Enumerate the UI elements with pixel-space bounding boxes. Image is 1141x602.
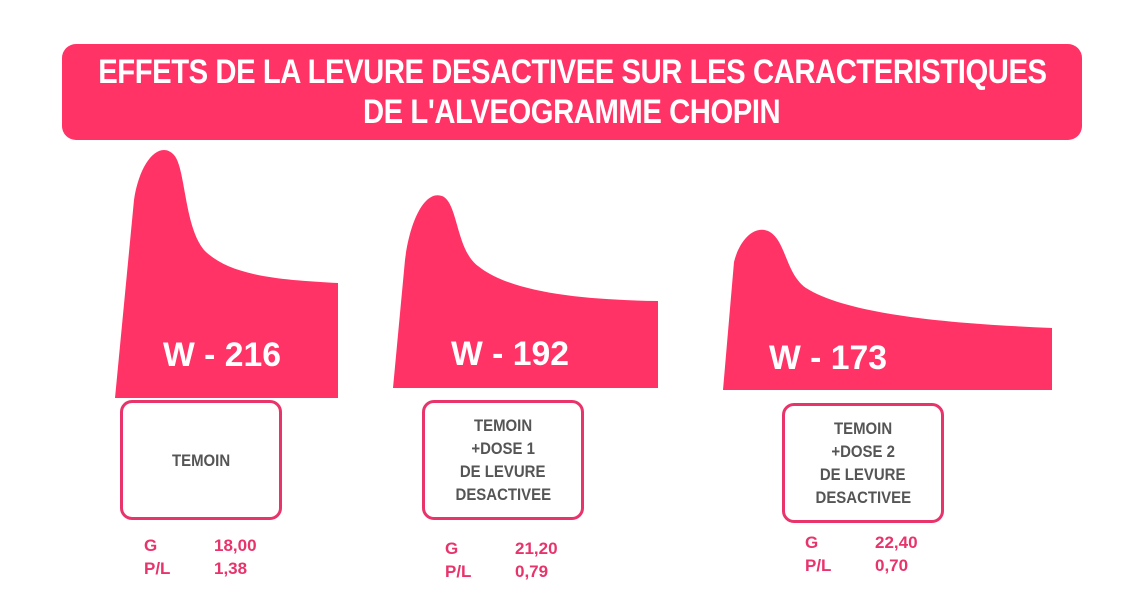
title-line-2: DE L'ALVEOGRAMME CHOPIN <box>363 93 781 131</box>
w-label-2: W - 192 <box>451 335 569 373</box>
stat-row-pl: P/L 0,70 <box>805 554 918 577</box>
stat-row-g: G 22,40 <box>805 531 918 554</box>
stat-key: G <box>805 533 819 552</box>
stats-1: G 18,00 P/L 1,38 <box>144 534 257 580</box>
title-line-1: EFFETS DE LA LEVURE DESACTIVEE SUR LES C… <box>97 53 1047 91</box>
title-banner: EFFETS DE LA LEVURE DESACTIVEE SUR LES C… <box>62 44 1082 140</box>
alveogram-curve-3: W - 173 <box>723 229 1052 390</box>
stat-value: 18,00 <box>214 536 257 555</box>
stat-row-g: G 21,20 <box>445 537 558 560</box>
sample-box-3: TEMOIN +DOSE 2 DE LEVURE DESACTIVEE <box>782 403 944 523</box>
stat-row-pl: P/L 1,38 <box>144 557 257 580</box>
sample-box-2-line-3: DE LEVURE <box>460 462 546 481</box>
w-label-3: W - 173 <box>769 339 887 377</box>
alveogram-shape-3 <box>723 229 1052 390</box>
stats-3: G 22,40 P/L 0,70 <box>805 531 918 577</box>
stat-value: 0,70 <box>875 556 909 575</box>
stat-value: 21,20 <box>515 539 558 558</box>
stat-row-g: G 18,00 <box>144 534 257 557</box>
alveogram-shape-2 <box>393 195 658 388</box>
sample-box-3-line-4: DESACTIVEE <box>815 488 911 507</box>
stat-key: P/L <box>805 556 832 575</box>
sample-box-2-line-1: TEMOIN <box>473 416 533 435</box>
w-label-1: W - 216 <box>163 336 281 374</box>
sample-box-2-line-4: DESACTIVEE <box>455 485 551 504</box>
sample-box-1-line-1: TEMOIN <box>171 450 231 470</box>
sample-box-2-line-2: +DOSE 1 <box>471 439 535 458</box>
stat-row-pl: P/L 0,79 <box>445 560 558 583</box>
sample-box-3-line-2: +DOSE 2 <box>831 442 895 461</box>
sample-box-3-line-3: DE LEVURE <box>820 465 906 484</box>
stat-key: P/L <box>445 562 472 581</box>
sample-box-2: TEMOIN +DOSE 1 DE LEVURE DESACTIVEE <box>422 400 584 520</box>
sample-box-3-line-1: TEMOIN <box>833 419 893 438</box>
stat-key: G <box>144 536 158 555</box>
alveogram-curve-2: W - 192 <box>393 195 658 388</box>
alveogram-shape-1 <box>115 150 338 398</box>
stat-value: 0,79 <box>515 562 549 581</box>
stat-key: G <box>445 539 459 558</box>
sample-box-1: TEMOIN <box>120 400 282 520</box>
stat-value: 1,38 <box>214 559 248 578</box>
stat-value: 22,40 <box>875 533 918 552</box>
stat-key: P/L <box>144 559 171 578</box>
stats-2: G 21,20 P/L 0,79 <box>445 537 558 583</box>
alveogram-curve-1: W - 216 <box>115 150 338 398</box>
